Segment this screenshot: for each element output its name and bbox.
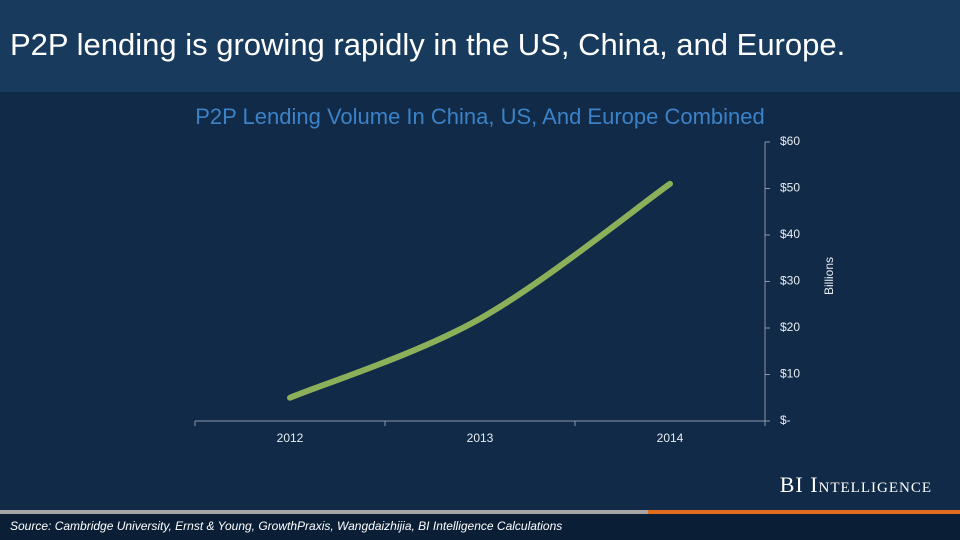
brand-logo: BI Intelligence [780,472,932,497]
x-tick-label: 2012 [277,431,304,445]
footer-band [0,514,960,540]
chart-title: P2P Lending Volume In China, US, And Eur… [195,104,765,129]
data-line [287,180,673,401]
footer-rule-gray [0,510,648,514]
y-tick-label: $20 [780,320,800,334]
y-tick-label: $10 [780,367,800,381]
x-tick-label: 2014 [657,431,684,445]
title-band [0,0,960,92]
y-tick-label: $50 [780,181,800,195]
y-axis-label: Billions [822,257,836,295]
source-note: Source: Cambridge University, Ernst & Yo… [10,519,562,533]
y-tick-label: $60 [780,134,800,148]
footer-rule-orange [648,510,960,514]
y-tick-label: $30 [780,274,800,288]
y-tick-label: $40 [780,227,800,241]
plot: $- $10 $20 $30 $40 $50 $60 2012 2013 2014 [194,134,800,445]
slide-title: P2P lending is growing rapidly in the US… [10,27,845,62]
x-tick-label: 2013 [467,431,494,445]
y-tick-label: $- [780,413,791,427]
